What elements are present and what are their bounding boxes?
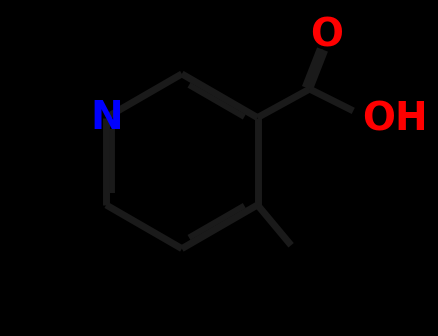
Text: OH: OH [361,100,426,138]
Text: O: O [309,16,342,54]
Text: N: N [90,98,122,137]
